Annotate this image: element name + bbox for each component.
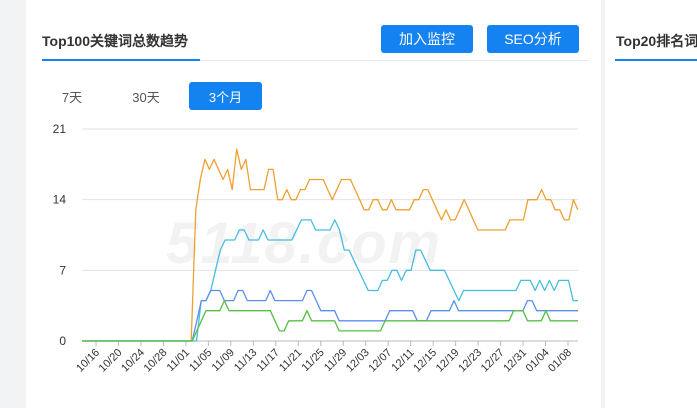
x-tick-label: 11/13 xyxy=(232,347,259,374)
series-line-cyan xyxy=(82,219,578,342)
side-card-title: Top20排名词 xyxy=(616,33,697,49)
x-tick-label: 11/05 xyxy=(187,347,214,374)
x-tick-label: 10/28 xyxy=(142,347,170,375)
x-tick-label: 11/01 xyxy=(165,347,192,374)
x-tick-label: 12/31 xyxy=(501,347,529,375)
y-tick-label: 7 xyxy=(59,263,66,277)
x-tick-label: 12/19 xyxy=(434,347,462,375)
add-monitor-button[interactable]: 加入监控 xyxy=(381,25,473,53)
seo-analysis-button[interactable]: SEO分析 xyxy=(487,25,579,53)
header-divider xyxy=(42,60,590,61)
range-tab-30-days[interactable]: 30天 xyxy=(132,89,160,105)
y-tick-label: 14 xyxy=(53,193,67,207)
title-underline xyxy=(42,59,200,61)
card-title: Top100关键词总数趋势 xyxy=(42,33,188,49)
keyword-trend-card: Top100关键词总数趋势 加入监控 SEO分析 7天 30天 3个月 5118… xyxy=(26,0,601,408)
x-tick-label: 12/27 xyxy=(479,347,507,375)
x-tick-label: 01/04 xyxy=(524,347,552,375)
side-title-underline xyxy=(615,59,697,61)
x-tick-label: 12/07 xyxy=(366,347,394,375)
x-tick-label: 12/03 xyxy=(344,347,372,375)
x-tick-label: 11/09 xyxy=(210,347,237,374)
x-tick-label: 10/20 xyxy=(97,347,125,375)
x-tick-label: 10/24 xyxy=(119,347,147,375)
range-tab-3-months[interactable]: 3个月 xyxy=(189,82,262,110)
series-line-orange xyxy=(82,148,579,342)
y-tick-label: 21 xyxy=(53,122,67,136)
range-tab-7-days[interactable]: 7天 xyxy=(61,89,83,105)
x-tick-label: 12/23 xyxy=(456,347,484,375)
y-tick-label: 0 xyxy=(59,334,66,348)
x-tick-label: 11/25 xyxy=(300,347,327,374)
series-line-green xyxy=(82,299,578,342)
x-tick-label: 11/21 xyxy=(277,347,304,374)
trend-line-chart: 0 7 14 21 10/1610/2010/2410/2811/0111/0511/0… xyxy=(53,122,579,375)
x-tick-label: 10/16 xyxy=(74,347,102,375)
x-tick-label: 12/11 xyxy=(389,347,416,374)
x-tick-label: 11/17 xyxy=(255,347,282,374)
top20-card: Top20排名词 xyxy=(605,0,697,408)
series-line-blue xyxy=(82,289,578,342)
watermark-logo: 5118.com xyxy=(166,211,443,276)
x-tick-label: 11/29 xyxy=(322,347,349,374)
x-tick-label: 12/15 xyxy=(411,347,439,375)
x-tick-label: 01/08 xyxy=(546,347,574,375)
